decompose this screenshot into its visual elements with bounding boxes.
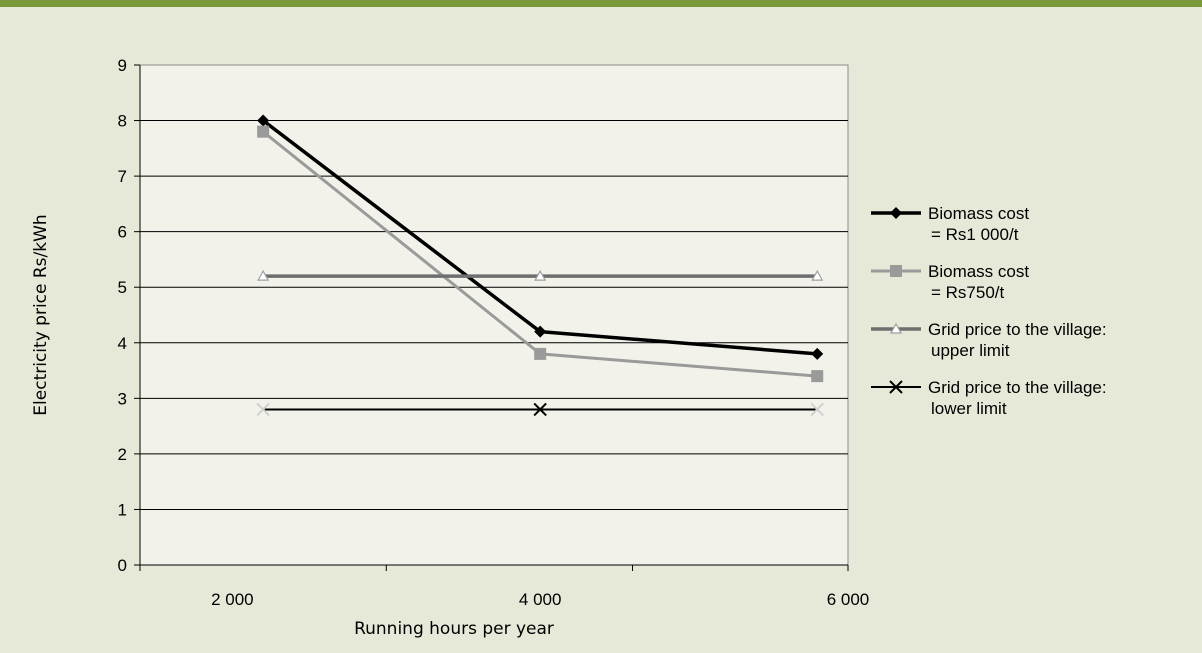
legend: Biomass cost = Rs1 000/t Biomass cost = Rs7… [871,204,1107,418]
y-tick-label: 5 [118,278,127,297]
data-point [811,347,824,360]
data-point [257,125,270,138]
x-tick-label: 2 000 [211,590,254,609]
data-point [811,269,824,281]
x-tick-label: 6 000 [827,590,870,609]
legend-item-4: Grid price to the village: lower limit [871,378,1107,418]
series-4 [256,402,824,417]
x-axis-title: Running hours per year [354,619,554,639]
data-point [256,402,270,417]
data-point [810,402,824,417]
y-tick-label: 6 [118,223,127,242]
y-tick-label: 1 [118,500,127,519]
series-2 [257,125,824,383]
y-tick-label: 9 [118,56,127,75]
gridlines [140,120,848,510]
y-axis: 0 1 2 3 4 5 6 7 8 9 [118,56,141,575]
y-tick-label: 4 [118,334,127,353]
y-tick-label: 0 [118,556,127,575]
legend-label-line2: upper limit [931,341,1010,360]
data-point [890,207,902,219]
data-point [534,269,547,281]
data-point [889,322,903,334]
data-point [534,325,547,338]
legend-label-line2: = Rs750/t [931,283,1005,302]
data-point [811,370,824,383]
y-tick-label: 8 [118,112,127,131]
legend-label-line2: lower limit [931,399,1007,418]
y-axis-title: Electricity price Rs/kWh [31,214,51,415]
data-point [889,380,903,394]
data-point [533,402,547,417]
legend-label-line1: Grid price to the village: [928,320,1107,339]
data-point [534,347,547,360]
y-tick-label: 2 [118,445,127,464]
legend-label-line1: Biomass cost [928,262,1029,281]
x-axis: 2 000 4 000 6 000 [139,564,870,609]
legend-label-line1: Biomass cost [928,204,1029,223]
series-group [256,114,824,417]
y-tick-label: 3 [118,389,127,408]
legend-label-line1: Grid price to the village: [928,378,1107,397]
series-1 [257,114,824,360]
y-tick-label: 7 [118,167,127,186]
data-point [257,114,270,127]
line-chart: 0 1 2 3 4 5 6 7 8 9 2 000 4 000 6 000 Electricity p… [31,56,1107,639]
chart-panel: 0 1 2 3 4 5 6 7 8 9 2 000 4 000 6 000 Electricity p… [9,17,1202,653]
data-point [890,265,902,277]
series-3 [257,269,824,281]
header-bar [0,0,1202,7]
legend-item-2: Biomass cost = Rs750/t [871,262,1029,302]
data-point [257,269,270,281]
legend-item-1: Biomass cost = Rs1 000/t [871,204,1029,244]
x-tick-label: 4 000 [519,590,562,609]
legend-label-line2: = Rs1 000/t [931,225,1019,244]
legend-item-3: Grid price to the village: upper limit [871,320,1107,360]
